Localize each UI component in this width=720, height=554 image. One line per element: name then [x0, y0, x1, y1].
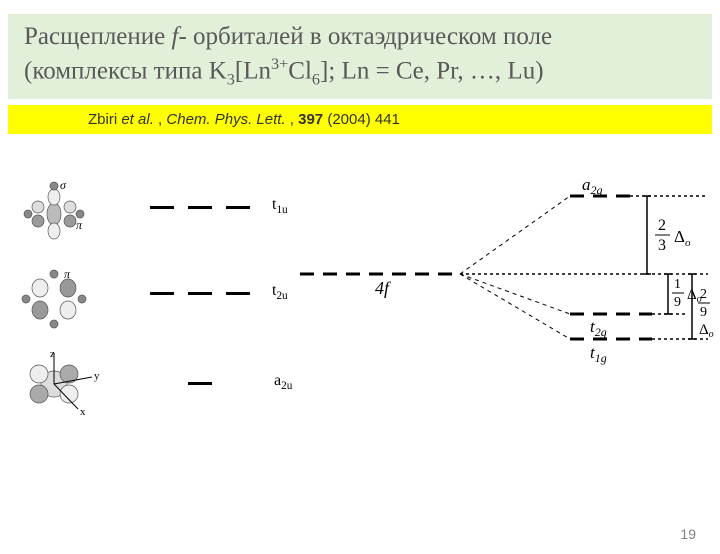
- title-line2-post: ]; Ln = Ce, Pr, …, Lu): [320, 57, 544, 84]
- svg-text:Δo: Δo: [699, 322, 714, 340]
- pi-label: π: [64, 267, 71, 281]
- citation-bar: Zbiri et al. , Chem. Phys. Lett. , 397 (…: [8, 105, 712, 134]
- orbital-sketch-a2u: z y x: [14, 349, 94, 419]
- cl-text: Cl: [288, 57, 312, 84]
- svg-text:2: 2: [700, 287, 707, 302]
- citation-vol: 397: [298, 111, 323, 128]
- citation-authors: Zbiri: [88, 111, 121, 128]
- level-t1u: t1u: [150, 196, 288, 216]
- ln-sup: 3+: [271, 55, 288, 73]
- splitting-diagram: 4f a2g t2g t1g: [290, 174, 720, 434]
- axis-y: y: [94, 370, 100, 382]
- t2u-sub: 2u: [276, 290, 287, 302]
- svg-text:2: 2: [658, 217, 666, 234]
- axis-x: x: [80, 406, 86, 418]
- svg-text:3: 3: [658, 237, 666, 254]
- sigma-label: σ: [60, 179, 67, 192]
- ln-text: [Ln: [235, 57, 271, 84]
- t1g-label: t1g: [590, 343, 607, 365]
- citation-sep: ,: [154, 111, 167, 128]
- k-sub: 3: [227, 70, 235, 88]
- citation-journal: Chem. Phys. Lett.: [166, 111, 285, 128]
- orbital-sketch-t1u: σ π: [14, 179, 94, 249]
- title-box: Расщепление f- орбиталей в октаэдрическо…: [8, 14, 712, 99]
- citation-etal: et al.: [121, 111, 154, 128]
- svg-text:1: 1: [674, 277, 681, 292]
- gap-mid-label: 1 9 Δo: [672, 277, 702, 310]
- cl-sub: 6: [312, 70, 320, 88]
- title-line1-post: - орбиталей в октаэдрическом поле: [178, 23, 552, 50]
- t2g-label: t2g: [590, 317, 607, 339]
- citation-sep2: ,: [286, 111, 299, 128]
- svg-text:Δo: Δo: [674, 227, 691, 249]
- axis-z: z: [50, 349, 55, 360]
- diagram-area: σ π π: [0, 174, 720, 504]
- gap-right-label: 2 9 Δo: [698, 287, 714, 340]
- title-line2-pre: (комплексы типа K: [24, 57, 227, 84]
- citation-rest: (2004) 441: [323, 111, 400, 128]
- gap-top-label: 2 3 Δo: [655, 217, 691, 254]
- level-t2u: t2u: [150, 282, 288, 302]
- t1u-sub: 1u: [276, 204, 287, 216]
- title-line1-pre: Расщепление: [24, 23, 172, 50]
- pi-label: π: [76, 218, 83, 232]
- f-label: 4f: [375, 278, 392, 298]
- a2g-label: a2g: [582, 175, 603, 197]
- orbital-sketch-t2u: π: [14, 264, 94, 334]
- svg-text:9: 9: [700, 305, 707, 320]
- level-a2u: a2u: [188, 372, 292, 392]
- svg-text:9: 9: [674, 295, 681, 310]
